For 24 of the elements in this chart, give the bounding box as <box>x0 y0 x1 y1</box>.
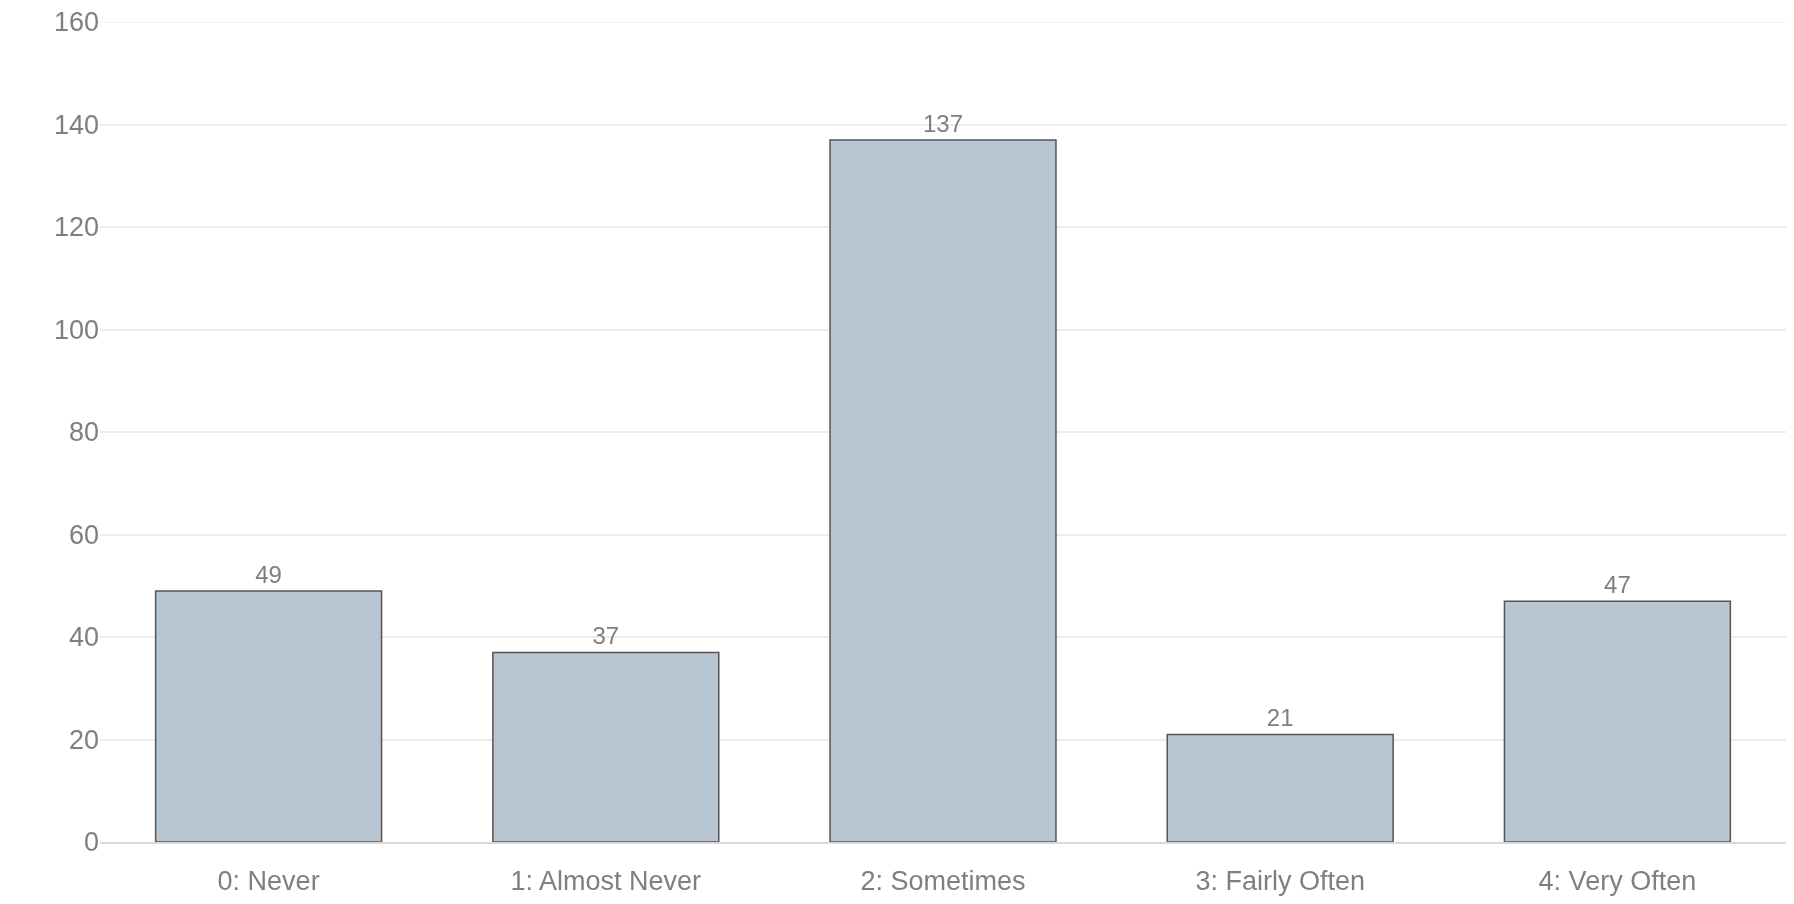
data-label: 137 <box>922 109 964 137</box>
bar <box>1503 600 1732 842</box>
y-tick-label: 80 <box>68 417 99 448</box>
x-tick-label: 3: Fairly Often <box>1195 866 1365 897</box>
data-label: 49 <box>255 560 282 588</box>
data-label: 37 <box>592 622 620 650</box>
bar <box>492 651 720 842</box>
x-tick-label: 4: Very Often <box>1538 866 1697 897</box>
y-tick-label: 20 <box>68 724 99 755</box>
data-label: 47 <box>1604 571 1631 599</box>
data-label: 21 <box>1266 704 1294 732</box>
y-tick-label: 40 <box>68 622 99 653</box>
bar <box>1166 733 1394 842</box>
x-tick-label: 0: Never <box>217 866 320 897</box>
x-tick-label: 1: Almost Never <box>510 866 702 897</box>
y-tick-label: 160 <box>53 7 99 38</box>
y-tick-label: 120 <box>53 212 99 243</box>
y-tick-label: 140 <box>53 109 99 140</box>
y-tick-label: 60 <box>68 519 99 550</box>
bar <box>829 139 1057 842</box>
y-tick-label: 100 <box>53 314 99 345</box>
bar <box>154 590 383 842</box>
x-tick-label: 2: Sometimes <box>860 866 1026 897</box>
y-tick-label: 0 <box>83 827 99 858</box>
